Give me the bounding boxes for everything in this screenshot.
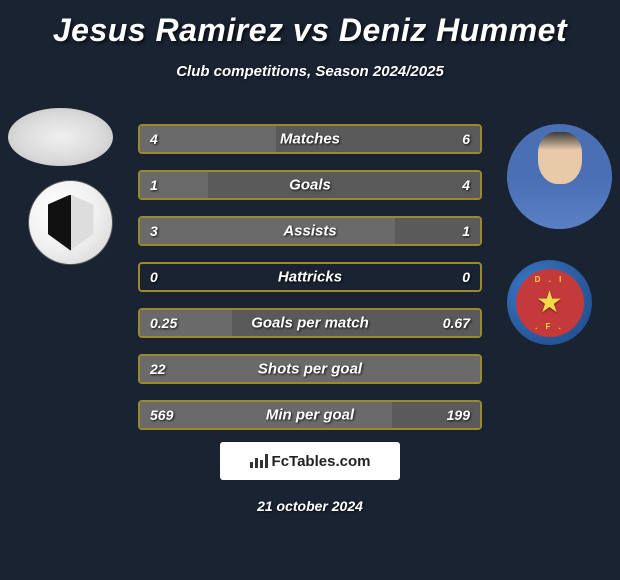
- stat-row: 31Assists: [138, 216, 482, 246]
- stat-fill-left: [140, 402, 392, 428]
- stat-row: 0.250.67Goals per match: [138, 308, 482, 338]
- stat-fill-left: [140, 218, 395, 244]
- stat-value-left: 3: [150, 223, 158, 239]
- stat-value-right: 199: [447, 407, 470, 423]
- stat-value-left: 22: [150, 361, 166, 377]
- stat-value-right: 0: [462, 269, 470, 285]
- page-title: Jesus Ramirez vs Deniz Hummet: [0, 0, 620, 49]
- player-right-avatar: [507, 124, 612, 229]
- stat-value-right: 1: [462, 223, 470, 239]
- stat-label: Hattricks: [140, 269, 480, 286]
- footer-date: 21 october 2024: [0, 498, 620, 514]
- stat-fill-left: [140, 126, 276, 152]
- stat-value-left: 0.25: [150, 315, 177, 331]
- site-logo: FcTables.com: [220, 442, 400, 480]
- stat-value-right: 4: [462, 177, 470, 193]
- stat-value-left: 0: [150, 269, 158, 285]
- comparison-bars: 46Matches14Goals31Assists00Hattricks0.25…: [138, 124, 482, 446]
- page-subtitle: Club competitions, Season 2024/2025: [0, 63, 620, 80]
- stat-fill-left: [140, 356, 480, 382]
- stat-value-left: 4: [150, 131, 158, 147]
- stat-fill-right: [276, 126, 480, 152]
- club-right-crest: D . I ★ . F .: [507, 260, 592, 345]
- stat-row: 46Matches: [138, 124, 482, 154]
- club-left-crest: [28, 180, 113, 265]
- site-name: FcTables.com: [272, 453, 371, 470]
- stat-value-right: 0.67: [443, 315, 470, 331]
- stat-value-left: 1: [150, 177, 158, 193]
- stat-row: 0 0Hattricks: [138, 262, 482, 292]
- stat-value-left: 569: [150, 407, 173, 423]
- chart-icon: [250, 454, 268, 468]
- stat-row: 22Shots per goal: [138, 354, 482, 384]
- player-left-avatar: [8, 108, 113, 166]
- stat-value-right: 6: [462, 131, 470, 147]
- stat-row: 569199Min per goal: [138, 400, 482, 430]
- stat-fill-right: [208, 172, 480, 198]
- stat-row: 14Goals: [138, 170, 482, 200]
